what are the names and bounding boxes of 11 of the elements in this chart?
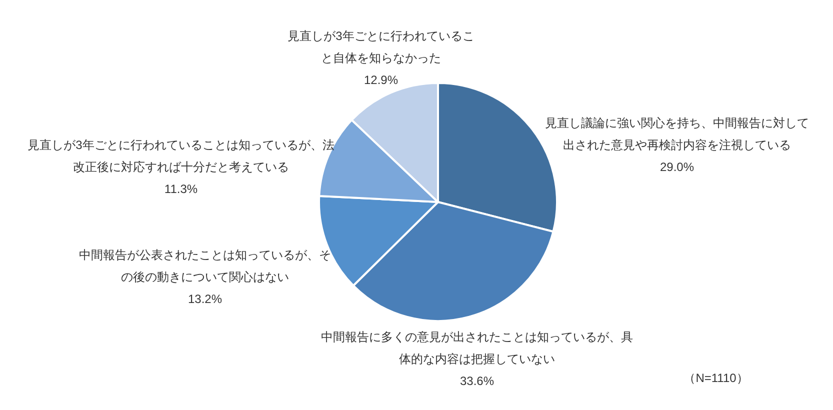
slice-label: 見直しが3年ごとに行われていること自体を知らなかった: [286, 28, 476, 67]
data-label: 13.2%: [186, 291, 224, 308]
slice-label: 見直し議論に強い関心を持ち、中間報告に対して出された意見や再検討内容を注視している: [544, 115, 810, 154]
data-label: 33.6%: [458, 373, 496, 390]
data-label: 29.0%: [658, 159, 696, 176]
data-label: 11.3%: [163, 181, 199, 198]
text: （N=1110）: [684, 370, 748, 387]
slice-label: 中間報告が公表されたことは知っているが、その後の動きについて関心はない: [78, 247, 332, 286]
data-label: 12.9%: [362, 72, 400, 89]
slice-label: 見直しが3年ごとに行われていることは知っているが、法改正後に対応すれば十分だと考えている: [26, 137, 336, 176]
slice-label: 中間報告に多くの意見が出されたことは知っているが、具体的な内容は把握していない: [320, 329, 634, 368]
